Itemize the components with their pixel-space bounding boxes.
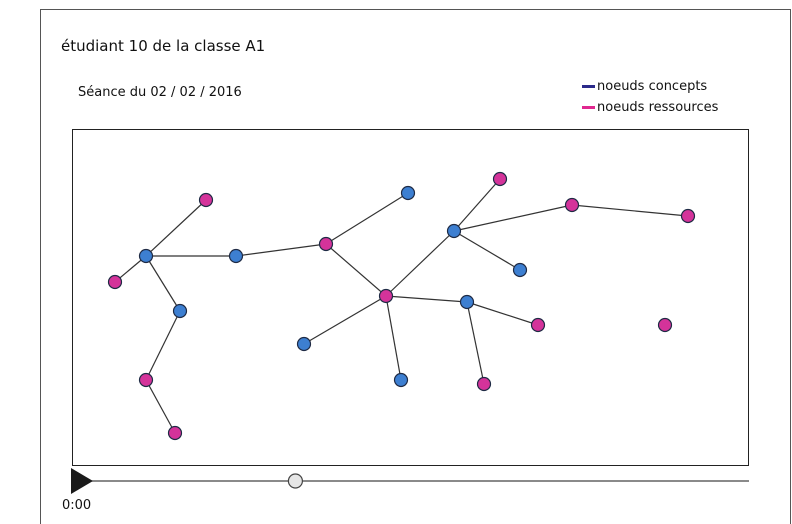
graph-nodes <box>107 171 696 441</box>
timeline-handle[interactable] <box>287 473 304 489</box>
resource-node[interactable] <box>138 372 154 388</box>
graph-edge <box>235 243 327 257</box>
concept-graph-canvas <box>72 129 749 466</box>
graph-edge <box>466 301 485 385</box>
resource-node[interactable] <box>107 274 123 290</box>
legend-label-resources: noeuds ressources <box>597 100 719 115</box>
session-panel <box>40 9 791 524</box>
legend-item-resources: noeuds ressources <box>582 97 718 118</box>
graph-edge <box>385 295 468 303</box>
graph-edge <box>145 379 176 434</box>
student-title: étudiant 10 de la classe A1 <box>61 37 266 55</box>
concept-node[interactable] <box>172 303 188 319</box>
graph-edge <box>385 230 455 297</box>
concept-node[interactable] <box>400 185 416 201</box>
resource-node[interactable] <box>657 317 673 333</box>
concept-node[interactable] <box>296 336 312 352</box>
graph-edge <box>325 192 409 245</box>
resource-node[interactable] <box>167 425 183 441</box>
resource-node[interactable] <box>492 171 508 187</box>
play-icon[interactable] <box>71 468 93 494</box>
graph-edge <box>453 204 573 232</box>
graph-edge <box>303 295 387 345</box>
graph-edge <box>571 204 689 217</box>
current-time: 0:00 <box>62 498 92 513</box>
resource-node[interactable] <box>680 208 696 224</box>
resource-node[interactable] <box>564 197 580 213</box>
graph-edge <box>453 230 521 271</box>
legend-label-concepts: noeuds concepts <box>597 79 708 94</box>
graph-edge <box>145 255 181 312</box>
concept-node[interactable] <box>228 248 244 264</box>
concept-node[interactable] <box>446 223 462 239</box>
legend-swatch-concepts <box>582 85 595 88</box>
concept-node[interactable] <box>512 262 528 278</box>
session-date: Séance du 02 / 02 / 2016 <box>78 85 242 100</box>
resource-node[interactable] <box>530 317 546 333</box>
resource-node[interactable] <box>378 288 394 304</box>
legend-swatch-resources <box>582 106 595 109</box>
graph-edges <box>114 178 689 434</box>
legend-item-concepts: noeuds concepts <box>582 76 718 97</box>
resource-node[interactable] <box>318 236 334 252</box>
concept-node[interactable] <box>459 294 475 310</box>
resource-node[interactable] <box>476 376 492 392</box>
graph-edge <box>145 310 181 381</box>
graph-edge <box>453 178 501 232</box>
legend: noeuds concepts noeuds ressources <box>582 76 718 118</box>
resource-node[interactable] <box>198 192 214 208</box>
graph-edge <box>466 301 539 326</box>
concept-node[interactable] <box>138 248 154 264</box>
graph-edge <box>325 243 387 297</box>
concept-node[interactable] <box>393 372 409 388</box>
graph-edge <box>145 199 207 257</box>
graph-edge <box>385 295 402 381</box>
